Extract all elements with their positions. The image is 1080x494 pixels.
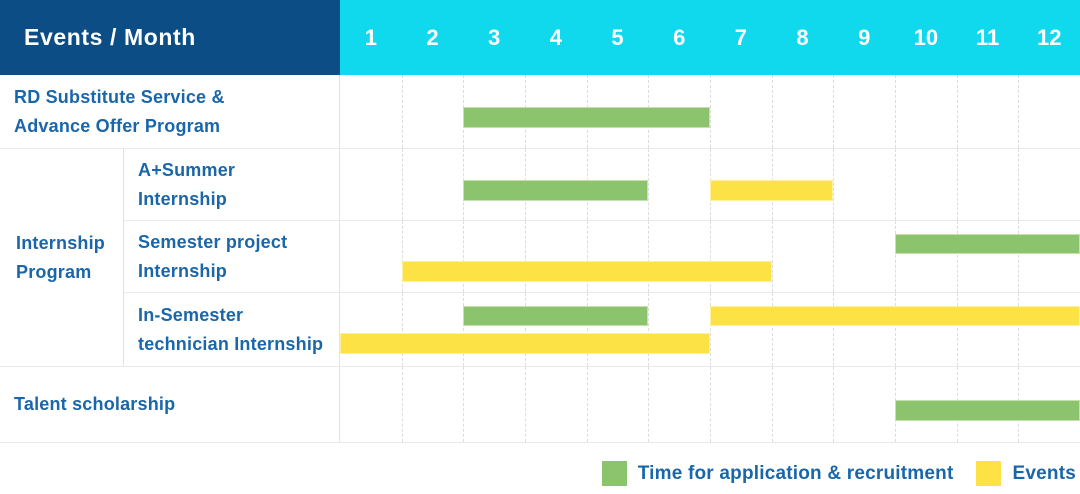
row-label-talent-scholarship: Talent scholarship xyxy=(0,367,340,442)
month-header-label: 11 xyxy=(975,24,1000,50)
month-header-strip: 1 2 3 4 5 6 7 8 9 10 11 12 xyxy=(340,0,1080,75)
month-gridline xyxy=(833,221,835,292)
month-gridline xyxy=(401,149,403,220)
month-gridline xyxy=(586,221,588,292)
month-gridline xyxy=(956,75,958,148)
gantt-bar-yellow xyxy=(710,179,834,201)
month-header-label: 4 xyxy=(549,24,562,50)
month-gridline xyxy=(710,293,711,366)
gantt-bar-green xyxy=(463,106,710,128)
month-gridline xyxy=(525,367,526,442)
chart-cell-a-plus-summer xyxy=(340,149,1080,220)
month-gridline xyxy=(401,221,403,292)
month-gridline xyxy=(895,293,896,366)
month-gridline xyxy=(956,149,958,220)
month-gridline xyxy=(833,75,835,148)
month-gridline xyxy=(463,221,465,292)
month-gridline xyxy=(648,367,650,442)
month-gridline xyxy=(710,221,711,292)
internship-program-group: Internship Program A+Summer Internship S… xyxy=(0,149,1080,367)
legend-item-yellow: Events xyxy=(976,461,1076,486)
month-gridline xyxy=(895,75,896,148)
legend-label: Events xyxy=(1012,462,1076,484)
row-in-semester-technician: In-Semester technician Internship xyxy=(124,293,1080,367)
chart-cell-semester-project xyxy=(340,221,1080,292)
row-rd-substitute: RD Substitute Service & Advance Offer Pr… xyxy=(0,75,1080,149)
month-gridline xyxy=(1018,75,1020,148)
gantt-bar-green xyxy=(895,399,1080,421)
gantt-bar-green xyxy=(895,234,1080,254)
month-gridline xyxy=(710,367,711,442)
month-header-label: 6 xyxy=(673,24,686,50)
month-header-label: 12 xyxy=(1036,24,1062,50)
legend: Time for application & recruitment Events xyxy=(0,443,1080,494)
month-gridline xyxy=(401,293,403,366)
month-gridline xyxy=(648,293,650,366)
month-header-label: 1 xyxy=(364,24,377,50)
legend-swatch-yellow xyxy=(976,461,1002,486)
month-gridline xyxy=(648,149,650,220)
month-gridline xyxy=(401,75,403,148)
month-gridline xyxy=(833,149,835,220)
month-gridline xyxy=(771,221,773,292)
month-gridline xyxy=(463,367,465,442)
chart-cell-rd-substitute xyxy=(340,75,1080,148)
header-title-cell: Events / Month xyxy=(0,0,340,75)
chart-cell-in-semester-technician xyxy=(340,293,1080,366)
table-body: RD Substitute Service & Advance Offer Pr… xyxy=(0,75,1080,443)
month-header-label: 5 xyxy=(611,24,624,50)
month-gridline xyxy=(771,367,773,442)
month-gridline xyxy=(895,221,896,292)
month-gridline xyxy=(1018,293,1020,366)
month-gridline xyxy=(771,75,773,148)
row-label-a-plus-summer: A+Summer Internship xyxy=(124,149,340,220)
header-title: Events / Month xyxy=(24,24,196,50)
row-semester-project: Semester project Internship xyxy=(124,221,1080,293)
month-gridline xyxy=(771,293,773,366)
row-talent-scholarship: Talent scholarship xyxy=(0,367,1080,443)
group-label-internship-program: Internship Program xyxy=(0,149,124,367)
legend-swatch-green xyxy=(601,461,627,486)
month-header-label: 2 xyxy=(426,24,439,50)
month-gridline xyxy=(463,293,465,366)
month-header-label: 8 xyxy=(796,24,809,50)
internship-program-subrows: A+Summer Internship Semester project Int… xyxy=(124,149,1080,367)
table-header-row: Events / Month 1 2 3 4 5 6 7 8 9 10 11 12 xyxy=(0,0,1080,75)
month-gridline xyxy=(586,293,588,366)
month-gridline xyxy=(833,293,835,366)
row-a-plus-summer: A+Summer Internship xyxy=(124,149,1080,221)
month-gridline xyxy=(401,367,403,442)
row-label-semester-project: Semester project Internship xyxy=(124,221,340,292)
row-label-rd-substitute: RD Substitute Service & Advance Offer Pr… xyxy=(0,75,340,148)
gantt-bar-yellow xyxy=(401,261,772,282)
month-gridline xyxy=(1018,221,1020,292)
gantt-bar-green xyxy=(463,306,649,326)
month-gridline xyxy=(586,367,588,442)
month-header-label: 3 xyxy=(488,24,501,50)
month-gridline xyxy=(956,221,958,292)
gantt-bar-yellow xyxy=(340,333,710,354)
gantt-bar-yellow xyxy=(710,306,1080,326)
month-gridline xyxy=(710,75,711,148)
month-header-label: 7 xyxy=(734,24,747,50)
month-gridline xyxy=(648,221,650,292)
month-gridline xyxy=(525,293,526,366)
month-gridline xyxy=(956,293,958,366)
row-label-in-semester-technician: In-Semester technician Internship xyxy=(124,293,340,366)
month-header-label: 9 xyxy=(858,24,871,50)
month-gridline xyxy=(525,221,526,292)
month-gridline xyxy=(1018,149,1020,220)
month-gridline xyxy=(833,367,835,442)
month-gridline xyxy=(895,149,896,220)
chart-cell-talent-scholarship xyxy=(340,367,1080,442)
legend-label: Time for application & recruitment xyxy=(637,462,954,484)
legend-item-green: Time for application & recruitment xyxy=(601,461,954,486)
month-header-label: 10 xyxy=(913,24,939,50)
gantt-bar-green xyxy=(463,179,649,201)
